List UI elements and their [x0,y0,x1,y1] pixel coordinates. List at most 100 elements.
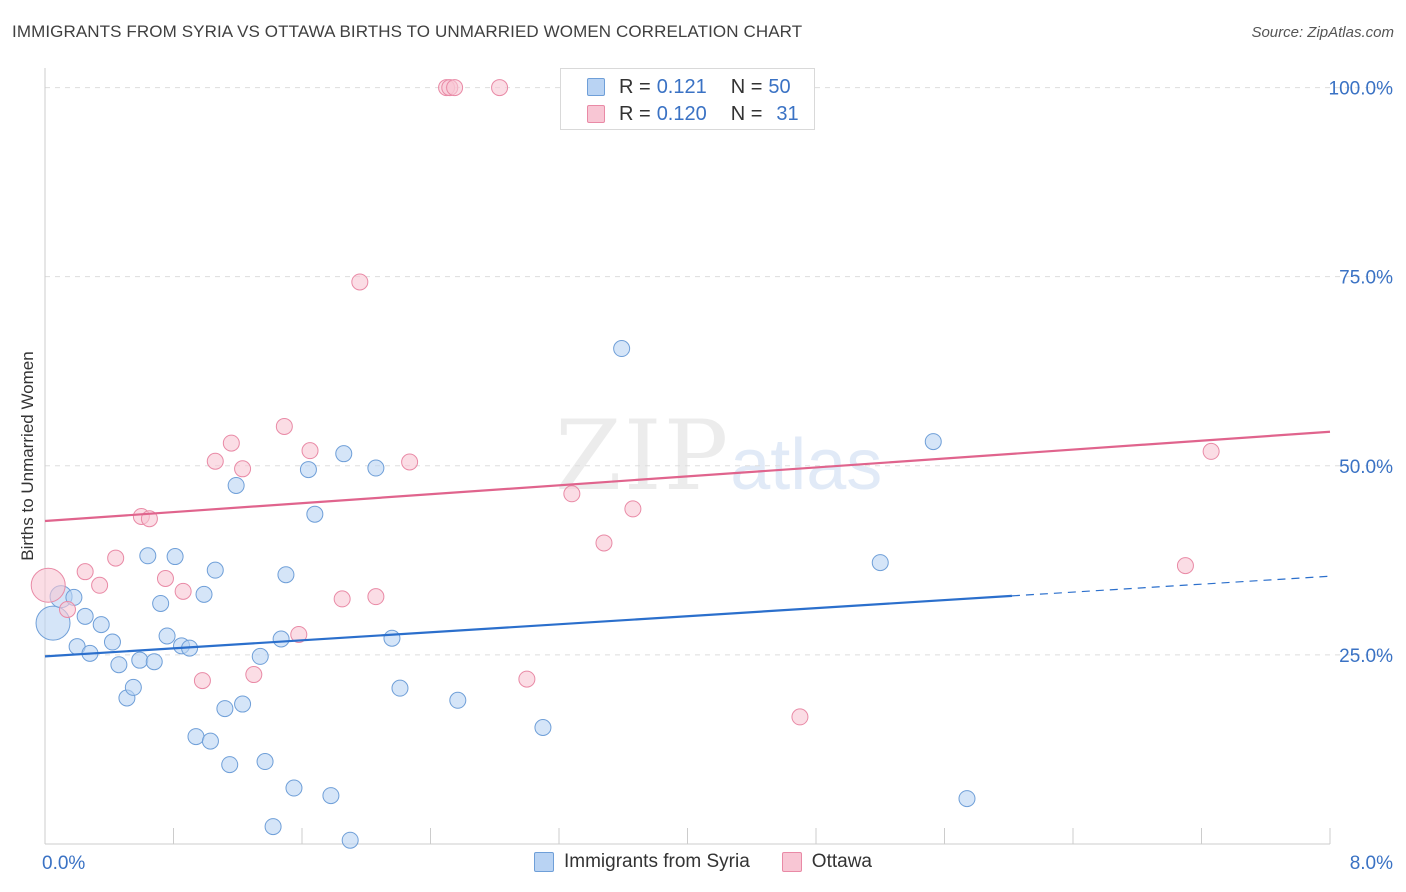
legend-r-value: 0.121 [656,75,707,98]
legend-r-label: R = [619,75,651,98]
legend-r-value: 0.120 [656,102,707,125]
legend-n-label: N = [730,102,763,125]
ottawa-point [245,666,263,684]
syria-point [166,548,184,566]
legend-swatch-blue [587,78,605,96]
ottawa-point [107,549,125,567]
syria-point [367,459,385,477]
series-legend: Immigrants from Syria Ottawa [0,851,1406,873]
legend-row-ottawa: R = 0.120 N = 31 [587,102,799,126]
syria-point [306,505,324,523]
ottawa-point [290,625,308,643]
ottawa-point [193,672,211,690]
syria-point [272,630,290,648]
syria-point [76,607,94,625]
ottawa-point [563,485,581,503]
syria-point [924,433,942,451]
syria-point [227,476,245,494]
syria-point [958,790,976,808]
syria-point [152,594,170,612]
ottawa-point [491,79,509,97]
syria-point [124,678,142,696]
source-credit: Source: ZipAtlas.com [1251,24,1394,41]
syria-point [195,585,213,603]
syria-point [391,679,409,697]
syria-point [613,340,631,358]
legend-label-syria: Immigrants from Syria [563,851,750,872]
syria-point [145,653,163,671]
syria-point [449,691,467,709]
ottawa-point [76,563,94,581]
ottawa-point [624,500,642,518]
legend-n-value: 50 [768,75,791,98]
y-tick-label: 50.0% [1339,457,1393,478]
syria-point [110,656,128,674]
syria-point [187,728,205,746]
correlation-legend: R = 0.121 N = 50 R = 0.120 N = 31 [560,68,815,130]
ottawa-point [351,273,369,291]
legend-swatch-pink [587,105,605,123]
ottawa-trend-line [44,430,1331,523]
legend-swatch-pink [781,852,802,872]
ottawa-point [333,590,351,608]
syria-point [221,756,239,774]
syria-trend-extension [1011,575,1331,597]
ottawa-point [206,452,224,470]
syria-point [534,719,552,737]
ottawa-point [518,670,536,688]
syria-point [201,732,219,750]
ottawa-point [275,417,293,435]
ottawa-point [30,567,66,603]
ottawa-point [1176,557,1194,575]
ottawa-point [156,569,174,587]
ottawa-point [58,601,76,619]
legend-r-label: R = [619,102,651,125]
ottawa-point [174,582,192,600]
y-tick-label: 25.0% [1339,646,1393,667]
ottawa-point [222,434,240,452]
legend-n-label: N = [730,75,763,98]
syria-point [206,561,224,579]
x-tick-label: 8.0% [1350,853,1393,874]
syria-point [322,787,340,805]
ottawa-point [446,79,464,97]
syria-point [341,831,359,849]
legend-item-syria[interactable]: Immigrants from Syria [533,851,750,873]
syria-point [285,779,303,797]
ottawa-point [301,442,319,460]
ottawa-point [1202,442,1220,460]
syria-point [158,627,176,645]
legend-n-value: 31 [776,102,799,125]
syria-point [264,818,282,836]
syria-point [256,753,274,771]
syria-point [92,616,110,634]
syria-point [131,651,149,669]
syria-point [871,554,889,572]
ottawa-point [401,453,419,471]
syria-point [383,629,401,647]
y-axis-label: Births to Unmarried Women [18,351,37,561]
syria-point [139,547,157,565]
x-tick-label: 0.0% [42,853,85,874]
chart-title: IMMIGRANTS FROM SYRIA VS OTTAWA BIRTHS T… [12,22,803,41]
syria-trend-line [44,594,1013,658]
ottawa-point [367,588,385,606]
ottawa-point [791,708,809,726]
ottawa-point [91,576,109,594]
y-tick-label: 75.0% [1339,268,1393,289]
watermark-zip: ZIP [555,400,731,512]
legend-item-ottawa[interactable]: Ottawa [781,851,872,873]
syria-point [216,700,234,718]
syria-point [103,633,121,651]
syria-point [335,445,353,463]
y-tick-label: 100.0% [1329,79,1394,100]
legend-swatch-blue [533,852,554,872]
syria-point [299,461,317,479]
legend-row-syria: R = 0.121 N = 50 [587,75,791,99]
legend-label-ottawa: Ottawa [811,851,872,872]
syria-point [277,566,295,584]
syria-point [251,647,269,665]
syria-point [234,695,252,713]
ottawa-point [595,534,613,552]
